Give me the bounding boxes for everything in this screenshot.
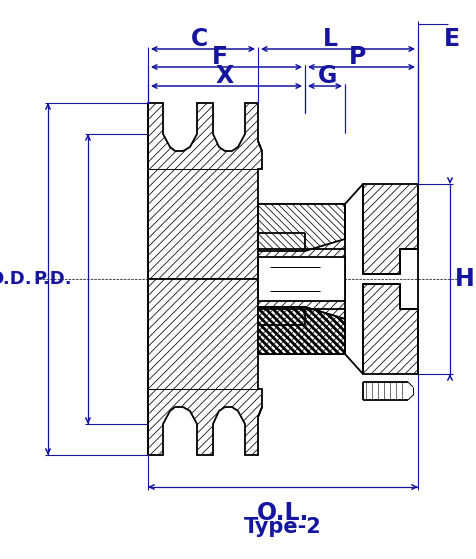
Text: P: P: [349, 45, 367, 69]
Text: E: E: [444, 27, 460, 51]
Text: H: H: [455, 267, 475, 291]
Text: C: C: [191, 27, 208, 51]
Text: Type-2: Type-2: [244, 517, 322, 537]
Text: L: L: [323, 27, 337, 51]
Polygon shape: [258, 204, 345, 251]
Polygon shape: [258, 307, 345, 354]
Text: O.D.: O.D.: [0, 270, 32, 288]
Text: P.D.: P.D.: [33, 270, 72, 288]
Bar: [258, 257, 345, 301]
Text: G: G: [318, 64, 337, 88]
Text: X: X: [216, 64, 234, 88]
Polygon shape: [258, 307, 345, 354]
Polygon shape: [363, 284, 418, 374]
Polygon shape: [148, 103, 345, 279]
Polygon shape: [363, 184, 418, 274]
Text: F: F: [212, 45, 228, 69]
Text: O.L.: O.L.: [257, 501, 309, 525]
Polygon shape: [148, 279, 345, 455]
